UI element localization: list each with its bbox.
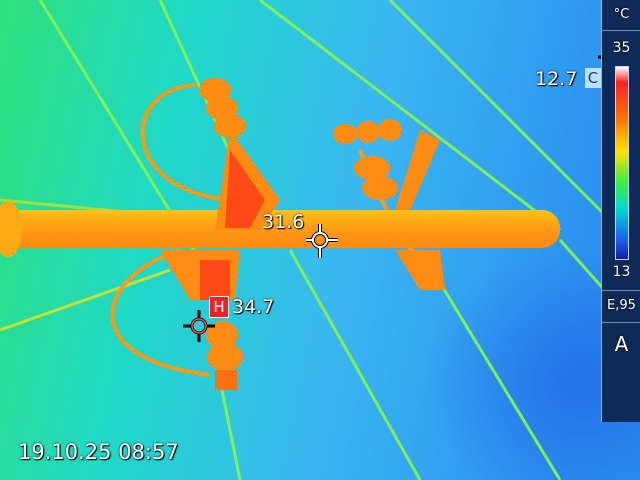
hot-temperature: 34.7 bbox=[232, 296, 275, 318]
hot-badge: H bbox=[209, 296, 229, 318]
center-temperature: 31.6 bbox=[262, 211, 305, 233]
cold-region bbox=[250, 150, 640, 480]
emissivity-label: E,95 bbox=[607, 298, 636, 313]
timestamp: 19.10.25 08:57 bbox=[18, 440, 179, 464]
hot-spots bbox=[200, 150, 265, 300]
scale-panel: °C 35 13 E,95 A bbox=[601, 0, 640, 422]
crossarm-end bbox=[0, 201, 22, 257]
mode-label: A bbox=[614, 332, 629, 356]
cold-temperature: 12.7 bbox=[535, 68, 578, 90]
scale-max: 35 bbox=[612, 40, 631, 56]
scale-min: 13 bbox=[612, 264, 631, 280]
crossarm bbox=[0, 210, 560, 248]
unit-label: °C bbox=[613, 7, 630, 22]
color-scale-bar bbox=[615, 66, 629, 260]
cold-badge: C bbox=[585, 68, 601, 88]
